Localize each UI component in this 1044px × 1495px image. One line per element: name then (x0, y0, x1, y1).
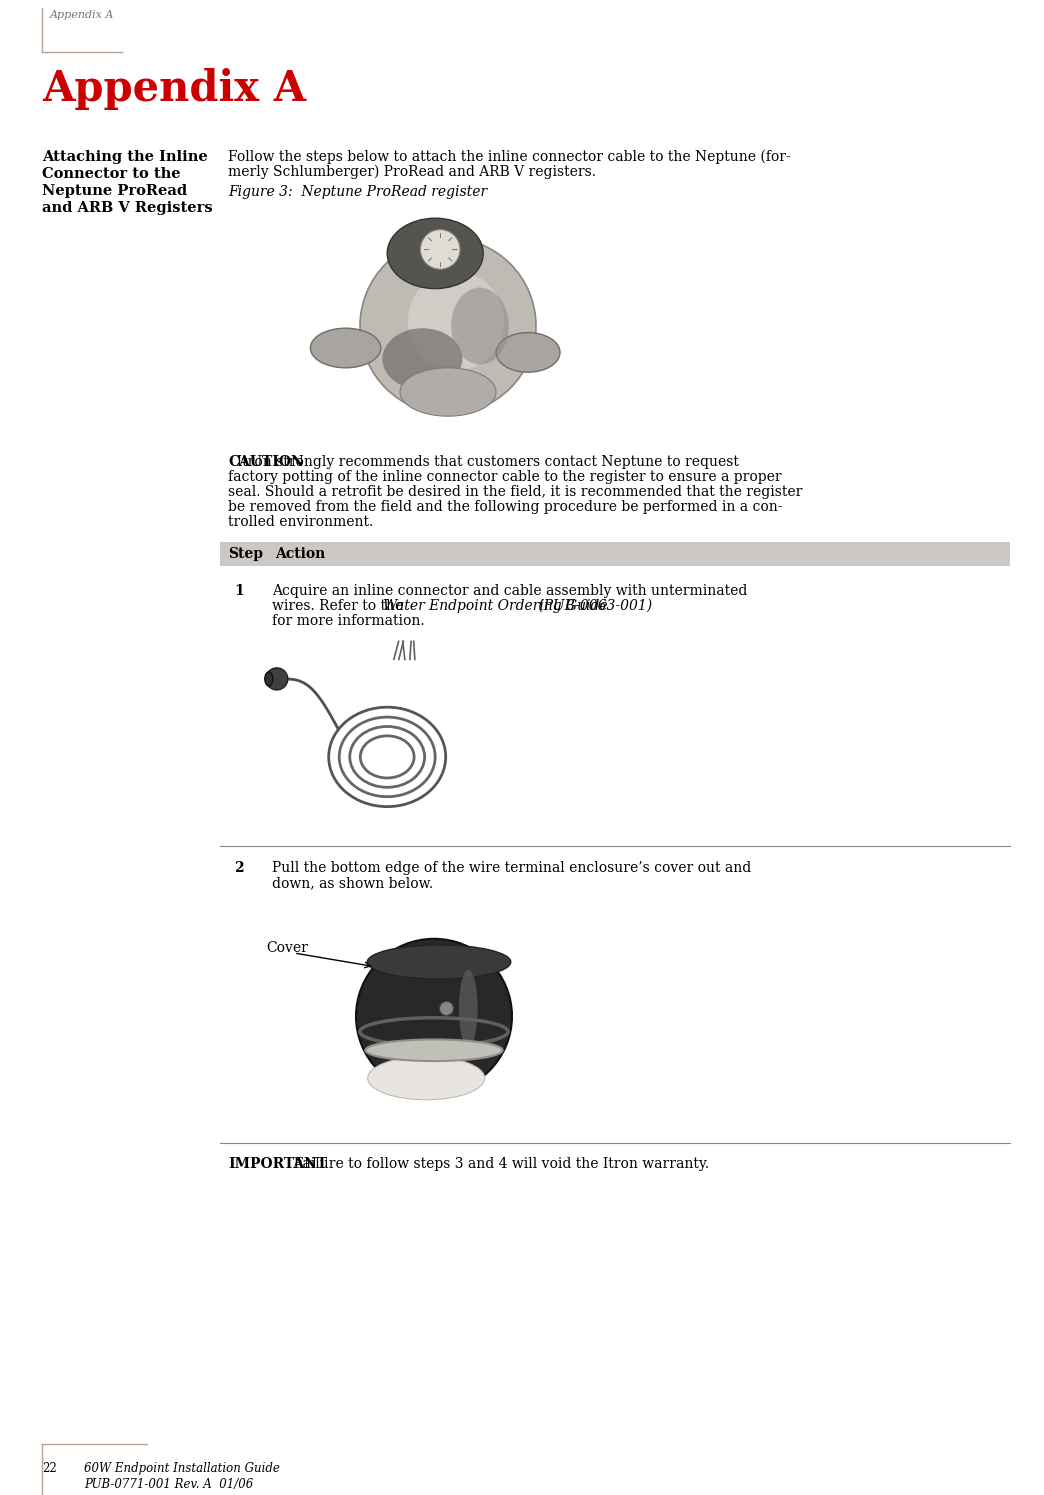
Text: 22: 22 (42, 1462, 56, 1476)
Ellipse shape (459, 970, 478, 1046)
Text: IMPORTANT: IMPORTANT (228, 1157, 327, 1171)
Text: for more information.: for more information. (272, 614, 425, 628)
Circle shape (421, 230, 460, 269)
Bar (220, 543, 1010, 567)
Text: 1: 1 (234, 585, 243, 598)
Ellipse shape (387, 218, 483, 289)
Text: (PUB-0063-001): (PUB-0063-001) (533, 599, 651, 613)
Ellipse shape (496, 332, 560, 372)
Ellipse shape (408, 272, 504, 371)
Text: wires. Refer to the: wires. Refer to the (272, 599, 407, 613)
Text: Pull the bottom edge of the wire terminal enclosure’s cover out and: Pull the bottom edge of the wire termina… (272, 861, 752, 875)
Text: Step: Step (228, 547, 263, 561)
Ellipse shape (360, 238, 536, 414)
Ellipse shape (367, 945, 511, 979)
Ellipse shape (451, 287, 508, 365)
Bar (248, 913, 548, 1129)
Ellipse shape (310, 329, 381, 368)
Text: Connector to the: Connector to the (42, 167, 181, 181)
Text: and ARB V Registers: and ARB V Registers (42, 200, 213, 215)
Text: 60W Endpoint Installation Guide: 60W Endpoint Installation Guide (84, 1462, 280, 1476)
Ellipse shape (382, 329, 462, 390)
Ellipse shape (365, 1039, 502, 1061)
Text: factory potting of the inline connector cable to the register to ensure a proper: factory potting of the inline connector … (228, 469, 782, 484)
Bar (248, 635, 488, 831)
Text: down, as shown below.: down, as shown below. (272, 876, 433, 890)
Text: PUB-0771-001 Rev. A  01/06: PUB-0771-001 Rev. A 01/06 (84, 1479, 254, 1491)
Ellipse shape (265, 671, 272, 686)
Text: Appendix A: Appendix A (42, 67, 306, 111)
Text: Failure to follow steps 3 and 4 will void the Itron warranty.: Failure to follow steps 3 and 4 will voi… (285, 1157, 709, 1171)
Text: 2: 2 (234, 861, 243, 875)
Text: Attaching the Inline: Attaching the Inline (42, 150, 208, 164)
Text: merly Schlumberger) ProRead and ARB V registers.: merly Schlumberger) ProRead and ARB V re… (228, 164, 596, 179)
Text: Figure 3:  Neptune ProRead register: Figure 3: Neptune ProRead register (228, 185, 488, 199)
Text: Action: Action (275, 547, 326, 561)
Text: Itron strongly recommends that customers contact Neptune to request: Itron strongly recommends that customers… (228, 454, 739, 469)
Ellipse shape (266, 668, 288, 689)
Text: Appendix A: Appendix A (50, 10, 115, 19)
Ellipse shape (367, 1057, 484, 1100)
Text: CAUTION: CAUTION (228, 454, 304, 469)
Text: Follow the steps below to attach the inline connector cable to the Neptune (for-: Follow the steps below to attach the inl… (228, 150, 790, 164)
Text: seal. Should a retrofit be desired in the field, it is recommended that the regi: seal. Should a retrofit be desired in th… (228, 484, 803, 499)
Text: be removed from the field and the following procedure be performed in a con-: be removed from the field and the follow… (228, 499, 783, 514)
Bar (288, 205, 608, 425)
Circle shape (440, 1002, 453, 1015)
Text: trolled environment.: trolled environment. (228, 514, 374, 529)
Text: Acquire an inline connector and cable assembly with unterminated: Acquire an inline connector and cable as… (272, 585, 748, 598)
Text: Cover: Cover (266, 940, 308, 955)
Text: Neptune ProRead: Neptune ProRead (42, 184, 187, 197)
Ellipse shape (400, 368, 496, 416)
Ellipse shape (356, 939, 512, 1094)
Text: Water Endpoint Ordering Guide: Water Endpoint Ordering Guide (383, 599, 608, 613)
